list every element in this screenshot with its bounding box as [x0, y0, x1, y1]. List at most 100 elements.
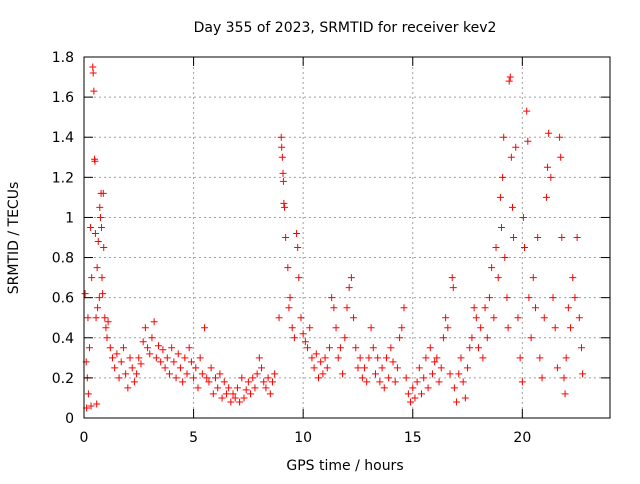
data-point-marker: [185, 344, 193, 352]
data-point-marker: [240, 394, 248, 402]
y-tick-label: 1.4: [52, 130, 74, 146]
data-point-marker: [343, 304, 351, 312]
data-point-marker: [115, 374, 123, 382]
data-point-marker: [450, 384, 458, 392]
data-point-marker: [231, 394, 239, 402]
data-point-marker: [84, 314, 92, 322]
data-point-marker: [286, 294, 294, 302]
y-tick-label: 0.6: [52, 291, 74, 307]
data-point-marker: [428, 370, 436, 378]
data-point-marker: [437, 364, 445, 372]
data-point-marker: [258, 364, 266, 372]
data-point-marker: [472, 314, 480, 322]
data-point-marker: [282, 234, 290, 241]
data-point-marker: [148, 334, 156, 342]
data-point-marker: [569, 274, 577, 282]
data-point-marker: [299, 330, 307, 338]
data-point-marker: [498, 223, 506, 231]
data-point-marker: [238, 374, 246, 382]
data-point-marker: [88, 274, 96, 282]
data-point-marker: [288, 324, 296, 332]
data-point-marker: [290, 334, 298, 342]
data-point-marker: [579, 370, 587, 378]
data-point-marker: [328, 294, 336, 302]
data-point-marker: [477, 324, 485, 332]
data-point-marker: [264, 374, 272, 382]
data-point-marker: [310, 364, 318, 372]
data-point-marker: [516, 354, 524, 362]
data-point-marker: [198, 370, 206, 378]
data-point-marker: [244, 378, 252, 386]
data-point-marker: [549, 294, 557, 302]
data-point-marker: [369, 344, 377, 352]
data-point-marker: [194, 384, 202, 392]
data-point-marker: [179, 378, 187, 386]
data-point-marker: [531, 304, 539, 312]
data-point-marker: [542, 193, 550, 201]
data-point-marker: [560, 374, 568, 382]
data-point-marker: [96, 213, 104, 221]
data-point-marker: [227, 398, 235, 406]
data-point-marker: [150, 318, 158, 326]
data-point-marker: [128, 364, 136, 372]
y-tick-label: 0: [65, 411, 74, 427]
data-point-marker: [523, 107, 531, 115]
x-tick-labels: 0 5 10 15 20: [80, 430, 532, 446]
data-point-marker: [253, 370, 261, 378]
data-point-marker: [126, 354, 134, 362]
data-point-marker: [101, 314, 109, 322]
data-point-marker: [91, 229, 99, 237]
data-point-marker: [544, 163, 552, 171]
data-point-marker: [512, 143, 520, 151]
data-point-marker: [521, 244, 529, 252]
data-point-marker: [519, 213, 527, 221]
data-point-marker: [409, 384, 417, 392]
data-point-marker: [404, 390, 412, 398]
data-point-marker: [431, 358, 439, 366]
y-tick-labels: 0 0.2 0.4 0.6 0.8 1 1.2 1.4 1.6 1.8: [52, 50, 74, 427]
data-point-marker: [87, 402, 95, 410]
data-point-marker: [165, 370, 173, 378]
data-point-marker: [562, 354, 570, 362]
data-point-marker: [187, 358, 195, 366]
y-tick-label: 1: [65, 210, 74, 226]
data-point-marker: [279, 177, 287, 185]
data-point-marker: [534, 234, 542, 241]
data-point-marker: [163, 354, 171, 362]
data-point-marker: [426, 344, 434, 352]
data-point-marker: [89, 69, 97, 77]
data-point-marker: [453, 398, 461, 406]
data-point-marker: [106, 344, 114, 352]
data-point-marker: [385, 374, 393, 382]
data-point-marker: [229, 390, 237, 398]
data-point-marker: [356, 354, 364, 362]
data-points: [81, 63, 587, 412]
data-point-marker: [464, 364, 472, 372]
data-point-marker: [547, 173, 555, 181]
data-point-marker: [172, 374, 180, 382]
data-point-marker: [262, 384, 270, 392]
data-point-marker: [435, 378, 443, 386]
data-point-marker: [271, 370, 279, 378]
data-point-marker: [407, 398, 415, 406]
data-point-marker: [321, 354, 329, 362]
data-point-marker: [557, 153, 565, 161]
data-point-marker: [323, 364, 331, 372]
data-point-marker: [170, 358, 178, 366]
data-point-marker: [558, 234, 566, 241]
data-point-marker: [141, 324, 149, 332]
data-point-marker: [424, 384, 432, 392]
data-point-marker: [389, 358, 397, 366]
data-point-marker: [85, 344, 93, 352]
data-point-marker: [96, 203, 104, 211]
data-point-marker: [277, 133, 285, 141]
data-point-marker: [315, 374, 323, 382]
data-point-marker: [295, 274, 303, 282]
data-point-marker: [183, 370, 191, 378]
data-point-marker: [203, 374, 211, 382]
data-point-marker: [176, 364, 184, 372]
data-point-marker: [137, 360, 145, 368]
data-point-marker: [117, 358, 125, 366]
data-point-marker: [332, 324, 340, 332]
